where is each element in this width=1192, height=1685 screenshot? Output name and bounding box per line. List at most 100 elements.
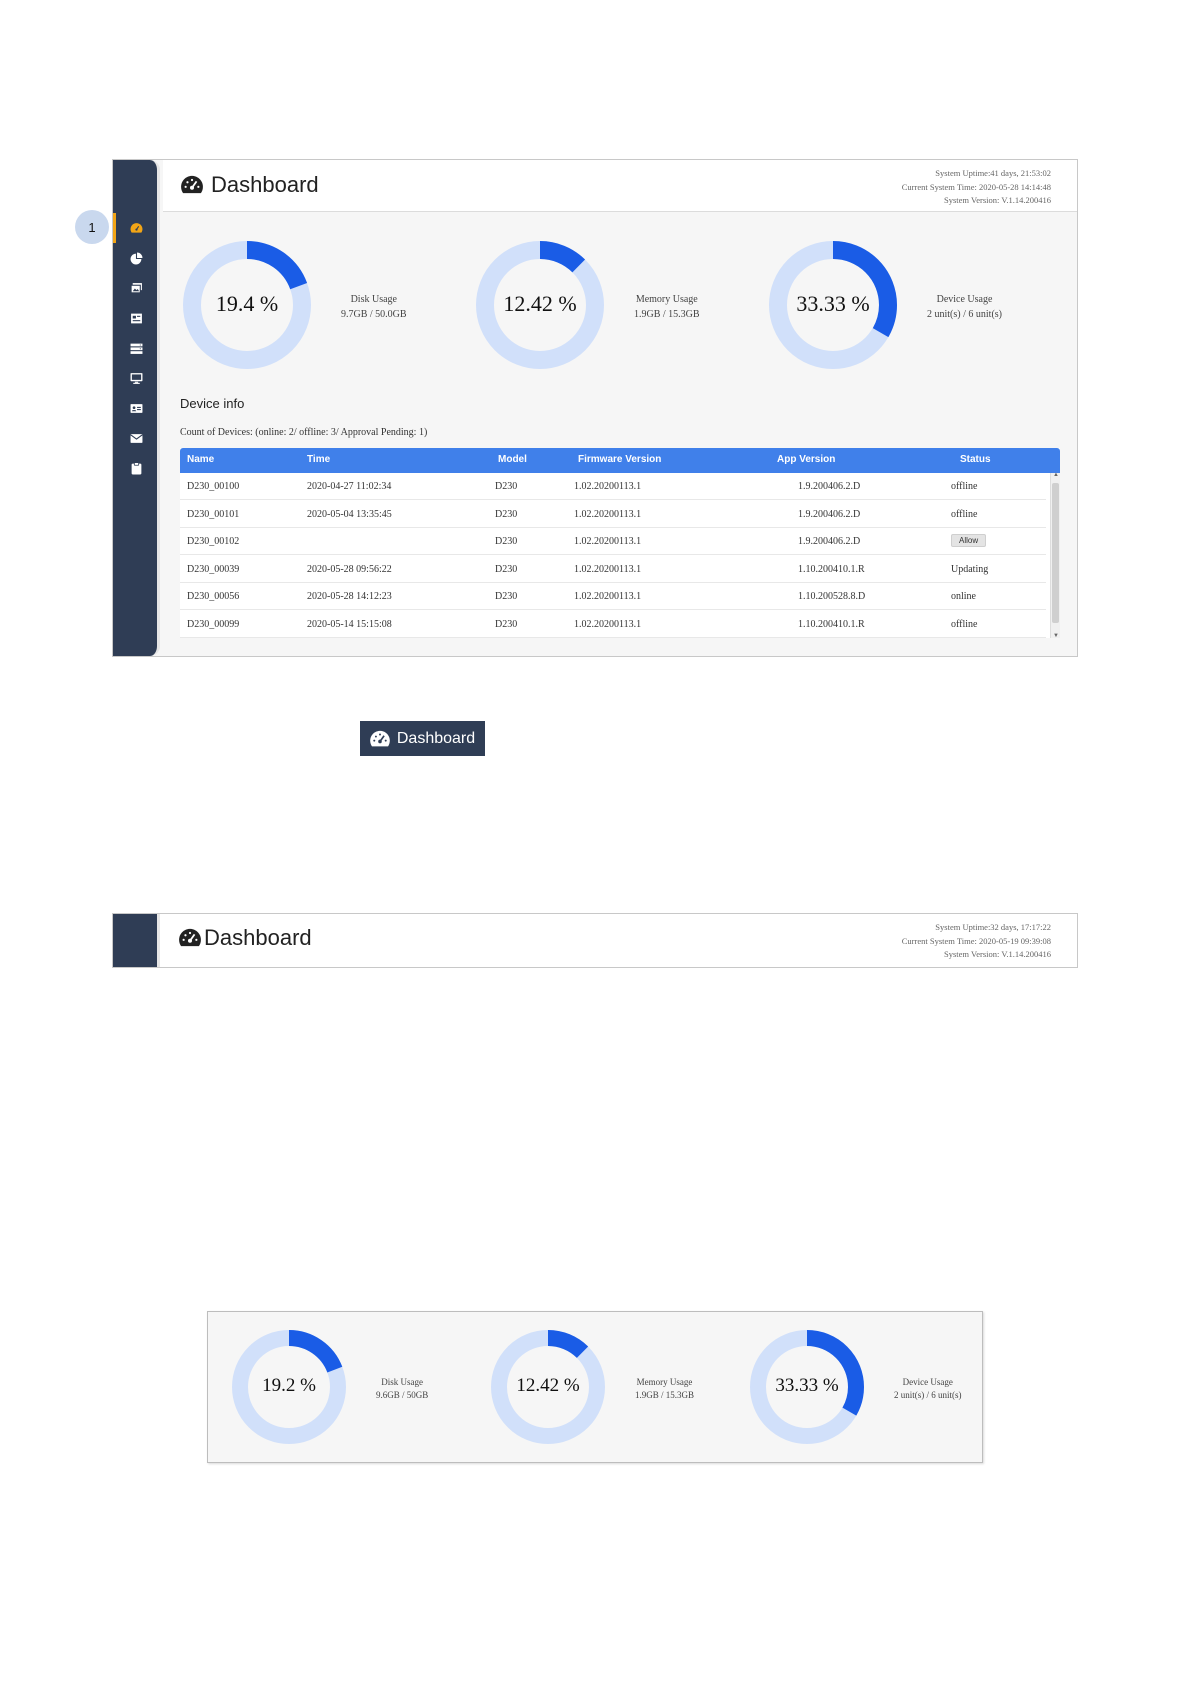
gauge-detail: 1.9GB / 15.3GB xyxy=(635,1390,695,1401)
cell-firmware: 1.02.20200113.1 xyxy=(574,536,642,547)
cell-app: 1.10.200528.8.D xyxy=(798,591,866,602)
newspaper-icon xyxy=(130,313,142,323)
column-header-firmware[interactable]: Firmware Version xyxy=(578,454,662,465)
table-scrollbar[interactable]: ▲ ▼ xyxy=(1050,472,1060,639)
gauge-detail: 9.6GB / 50GB xyxy=(376,1390,429,1401)
page-title-text: Dashboard xyxy=(204,925,312,950)
cell-time: 2020-05-04 13:35:45 xyxy=(307,508,392,520)
scroll-up-icon[interactable]: ▲ xyxy=(1053,472,1059,478)
system-version: System Version: V.1.14.200416 xyxy=(944,949,1051,959)
cell-firmware: 1.02.20200113.1 xyxy=(574,508,642,520)
current-system-time: Current System Time: 2020-05-19 09:39:08 xyxy=(901,935,1051,946)
cell-name: D230_00056 xyxy=(187,591,240,602)
cell-model: D230 xyxy=(495,536,518,547)
dashboard-icon xyxy=(179,928,201,947)
sidebar-item-server[interactable] xyxy=(125,337,147,359)
dashboard-header-screenshot: Dashboard System Uptime:32 days, 17:17:2… xyxy=(112,913,1078,968)
column-header-app-version[interactable]: App Version xyxy=(777,454,836,465)
cell-model: D230 xyxy=(495,591,518,602)
envelope-icon xyxy=(129,433,143,443)
column-header-name[interactable]: Name xyxy=(187,454,215,465)
dashboard-screenshot-full: Dashboard System Uptime:41 days, 21:53:0… xyxy=(112,159,1078,657)
monitor-icon xyxy=(130,372,142,384)
table-row[interactable]: D230_00056 2020-05-28 14:12:23 D230 1.02.20… xyxy=(180,583,1046,610)
system-version: System Version: V.1.14.200416 xyxy=(944,195,1051,205)
sidebar-item-dashboard[interactable] xyxy=(113,213,147,243)
gauge-percent: 33.33 % xyxy=(796,291,870,317)
gauge-label: Disk Usage xyxy=(381,1377,423,1388)
gauge-fill xyxy=(183,241,311,369)
scroll-down-icon[interactable]: ▼ xyxy=(1053,633,1059,639)
allow-button[interactable]: Allow xyxy=(951,534,987,547)
id-card-icon xyxy=(130,403,142,413)
column-header-status[interactable]: Status xyxy=(960,454,991,465)
device-info-title: Device info xyxy=(180,396,245,411)
gauge-device-usage: 33.33 % xyxy=(769,241,897,369)
sidebar-item-gallery[interactable] xyxy=(125,277,147,299)
cell-status: Updating xyxy=(951,563,989,575)
table-row[interactable]: D230_00102 D230 1.02.20200113.1 1.9.200406.… xyxy=(180,528,1046,555)
cell-model: D230 xyxy=(495,563,518,575)
pie-chart-icon xyxy=(130,252,142,264)
cell-firmware: 1.02.20200113.1 xyxy=(574,591,642,602)
table-row[interactable]: D230_00100 2020-04-27 11:02:34 D230 1.02.20… xyxy=(180,473,1046,500)
cell-name: D230_00099 xyxy=(187,618,240,630)
gauge-memory-usage: 12.42 % xyxy=(491,1330,605,1444)
cell-time: 2020-05-28 14:12:23 xyxy=(307,591,392,602)
cell-model: D230 xyxy=(495,508,518,520)
cell-app: 1.9.200406.2.D xyxy=(798,536,861,547)
column-header-model[interactable]: Model xyxy=(498,454,527,465)
usage-gauges-screenshot: 19.2 % Disk Usage 9.6GB / 50GB 12.42 % Memor… xyxy=(207,1311,983,1463)
sidebar-item-newspaper[interactable] xyxy=(125,307,147,329)
gallery-icon xyxy=(130,282,142,293)
scroll-thumb[interactable] xyxy=(1052,483,1059,623)
sidebar-item-id-card[interactable] xyxy=(125,397,147,419)
sidebar-item-clipboard[interactable] xyxy=(125,457,147,479)
gauge-detail: 2 unit(s) / 6 unit(s) xyxy=(927,308,1002,320)
gauge-label: Memory Usage xyxy=(636,1377,693,1388)
gauge-device-usage: 33.33 % xyxy=(750,1330,864,1444)
cell-name: D230_00039 xyxy=(187,563,240,575)
system-uptime: System Uptime:32 days, 17:17:22 xyxy=(935,922,1051,932)
dashboard-icon xyxy=(130,222,142,233)
cell-model: D230 xyxy=(495,481,518,492)
gauge-label-group: Device Usage 2 unit(s) / 6 unit(s) xyxy=(927,293,1002,322)
cell-firmware: 1.02.20200113.1 xyxy=(574,618,642,630)
gauge-label: Device Usage xyxy=(936,294,993,305)
cell-name: D230_00102 xyxy=(187,536,240,547)
gauge-label-group: Disk Usage 9.7GB / 50.0GB xyxy=(341,293,407,322)
gauge-label: Disk Usage xyxy=(350,294,397,305)
page-title: Dashboard xyxy=(181,172,319,198)
dashboard-button-label: Dashboard xyxy=(396,729,476,747)
system-info: System Uptime:32 days, 17:17:22 Current … xyxy=(902,921,1051,962)
cell-status: offline xyxy=(951,508,978,520)
gauge-fill xyxy=(491,1330,605,1444)
gauge-label-group: Device Usage 2 unit(s) / 6 unit(s) xyxy=(894,1376,962,1402)
cell-name: D230_00100 xyxy=(187,481,240,492)
sidebar-item-monitor[interactable] xyxy=(125,367,147,389)
gauge-detail: 1.9GB / 15.3GB xyxy=(634,308,700,320)
cell-firmware: 1.02.20200113.1 xyxy=(574,563,642,575)
gauge-fill xyxy=(750,1330,864,1444)
sidebar-item-pie-chart[interactable] xyxy=(125,247,147,269)
sidebar xyxy=(113,160,160,656)
cell-status: online xyxy=(951,591,976,602)
gauge-label: Memory Usage xyxy=(635,294,698,305)
server-icon xyxy=(130,343,142,354)
sidebar-item-envelope[interactable] xyxy=(125,427,147,449)
cell-app: 1.10.200410.1.R xyxy=(798,563,865,575)
gauge-fill xyxy=(476,241,604,369)
system-uptime: System Uptime:41 days, 21:53:02 xyxy=(935,168,1051,178)
gauge-fill xyxy=(232,1330,346,1444)
table-row[interactable]: D230_00039 2020-05-28 09:56:22 D230 1.02.20… xyxy=(180,556,1046,583)
table-header: Name Time Model Firmware Version App Ver… xyxy=(180,448,1060,473)
gauge-label: Device Usage xyxy=(902,1377,953,1388)
dashboard-nav-button[interactable]: Dashboard xyxy=(360,721,485,756)
dashboard-icon xyxy=(370,730,390,746)
table-row[interactable]: D230_00099 2020-05-14 15:15:08 D230 1.02.20… xyxy=(180,611,1046,638)
cell-time: 2020-04-27 11:02:34 xyxy=(307,481,392,492)
current-system-time: Current System Time: 2020-05-28 14:14:48 xyxy=(901,181,1051,192)
column-header-time[interactable]: Time xyxy=(307,454,331,465)
table-row[interactable]: D230_00101 2020-05-04 13:35:45 D230 1.02.20… xyxy=(180,501,1046,528)
main-content: Dashboard System Uptime:41 days, 21:53:0… xyxy=(163,160,1077,656)
